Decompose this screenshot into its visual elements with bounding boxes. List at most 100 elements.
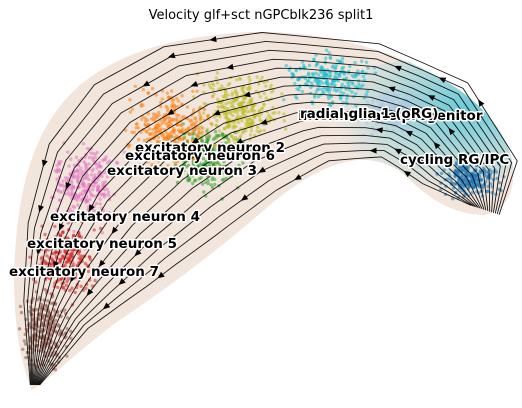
cell-point [74, 247, 78, 251]
cell-point [73, 219, 78, 223]
cell-point [143, 116, 148, 120]
cell-point [132, 130, 136, 135]
velocity-arrowhead [41, 159, 48, 168]
cell-point [176, 104, 180, 109]
cell-point [64, 283, 69, 288]
cell-point [175, 140, 180, 145]
cell-point [47, 248, 51, 252]
cell-point [79, 284, 83, 288]
cell-point [446, 177, 450, 181]
cell-point [314, 71, 318, 76]
cell-point [66, 237, 71, 242]
cell-point [83, 247, 87, 251]
cell-point [244, 121, 248, 126]
cell-point [67, 216, 71, 221]
cell-point [248, 78, 252, 82]
cell-point [145, 137, 150, 141]
cell-point [207, 163, 211, 167]
cell-point [139, 104, 143, 108]
cell-point [110, 174, 115, 178]
cell-point [205, 135, 209, 139]
cell-point [213, 182, 217, 187]
cell-point [194, 178, 198, 182]
cell-point [392, 99, 396, 103]
cluster-label: excitatory neuron 7 [9, 264, 159, 280]
cell-point [195, 133, 199, 137]
cell-point [372, 115, 376, 119]
cell-point [365, 100, 370, 104]
cell-point [365, 89, 370, 94]
cell-point [133, 146, 138, 150]
velocity-arrowhead [416, 112, 425, 119]
velocity-arrowhead [142, 80, 151, 87]
cell-point [194, 120, 199, 124]
cell-point [95, 166, 99, 170]
velocity-arrowhead [427, 95, 436, 101]
cell-point [182, 168, 186, 173]
chart-title: Velocity glf+sct nGPCblk236 split1 [148, 8, 374, 23]
cell-point [74, 155, 79, 160]
velocity-streamline [33, 84, 489, 386]
cell-point [407, 117, 411, 122]
cell-point [470, 160, 475, 164]
cell-point [85, 282, 89, 287]
cell-point [202, 190, 206, 194]
cell-point [264, 84, 268, 88]
cell-point [334, 71, 339, 75]
cell-point [191, 95, 196, 99]
cell-point [102, 185, 106, 189]
cell-point [338, 60, 342, 64]
cell-point [424, 121, 428, 125]
cell-point [371, 98, 375, 103]
cell-point [215, 160, 219, 164]
cell-point [61, 286, 65, 290]
cell-point [185, 139, 190, 143]
cell-point [360, 59, 364, 63]
cell-point [338, 95, 343, 100]
cell-point [77, 172, 81, 176]
cell-point [128, 110, 132, 114]
cell-point [151, 112, 156, 116]
cell-point [56, 323, 61, 327]
cell-point [445, 160, 450, 164]
cell-point [166, 96, 171, 100]
cell-point [227, 101, 231, 105]
cell-point [90, 239, 94, 244]
cell-point [391, 119, 395, 124]
cell-point [100, 192, 104, 196]
cell-point [176, 113, 181, 118]
cell-point [202, 172, 206, 177]
cell-point [498, 181, 502, 185]
cell-point [356, 69, 360, 73]
cell-point [354, 92, 358, 96]
cell-point [59, 234, 63, 238]
cell-point [76, 252, 81, 256]
cell-point [56, 313, 60, 318]
cell-point [230, 109, 234, 114]
cell-point [81, 142, 86, 146]
cell-point [485, 189, 490, 194]
cell-point [78, 191, 83, 196]
cell-point [401, 107, 405, 111]
cell-point [233, 148, 237, 152]
cell-point [392, 114, 396, 118]
cell-point [79, 166, 83, 170]
cell-point [140, 117, 144, 122]
cell-point [64, 178, 69, 183]
cell-point [461, 168, 465, 173]
cell-point [34, 280, 38, 284]
cell-point [183, 128, 188, 133]
velocity-arrowhead [35, 247, 42, 256]
cell-point [202, 152, 207, 156]
cell-point [340, 82, 344, 87]
cell-point [145, 156, 149, 160]
cell-point [226, 137, 231, 142]
cell-point [154, 131, 158, 135]
cell-point [93, 278, 97, 283]
cell-point [103, 193, 108, 197]
cell-point [454, 169, 458, 173]
cell-point [176, 159, 180, 163]
cell-point [65, 256, 69, 260]
cell-point [146, 91, 150, 95]
cell-point [227, 149, 231, 153]
